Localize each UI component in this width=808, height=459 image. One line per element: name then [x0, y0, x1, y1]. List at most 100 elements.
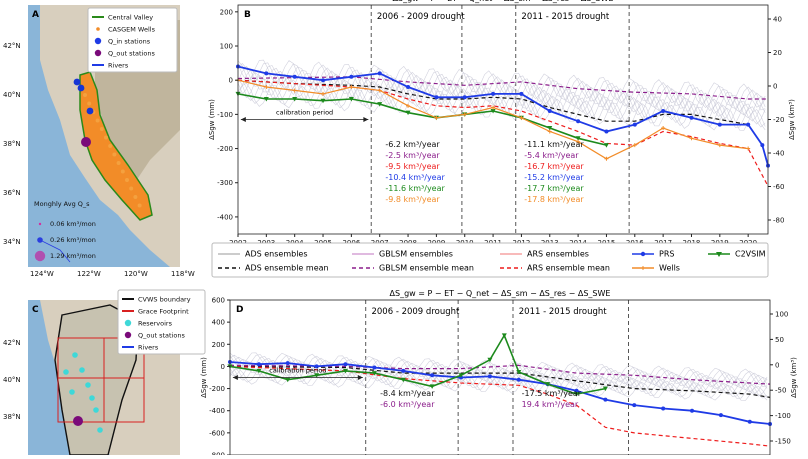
well-marker — [83, 93, 87, 97]
panel-label: C — [32, 305, 39, 315]
ensemble-member-line — [237, 77, 766, 128]
y-right-axis-label: ΔSgw (km³) — [790, 357, 798, 398]
wells-point — [576, 139, 581, 144]
lon-tick: 120°W — [124, 270, 148, 278]
lat-tick: 34°N — [3, 238, 21, 246]
well-marker — [120, 169, 125, 174]
calibration-label: calibration period — [276, 109, 333, 117]
prs-point — [747, 419, 752, 424]
legend-b: ADS ensembles ADS ensemble mean GBLSM ense… — [211, 242, 769, 278]
legend-swatch — [94, 49, 102, 57]
size-legend-swatch — [37, 237, 43, 243]
size-legend-label: 1.29 km³/mon — [50, 252, 96, 260]
prs-point — [519, 91, 524, 96]
lon-tick: 118°W — [171, 270, 195, 278]
q-in-station — [73, 78, 81, 86]
y-right-axis-label: ΔSgw (km³) — [788, 99, 796, 140]
legend-box — [87, 7, 178, 73]
c2vsim-point — [602, 386, 608, 392]
well-marker — [137, 203, 142, 208]
y-right-tick-label: -60 — [773, 183, 784, 191]
legend-c: CVWS boundary Grace Footprint Reservoirs Q_… — [117, 289, 206, 355]
c2vsim-point — [458, 373, 464, 378]
size-legend-title: Monghly Avg Q_s — [34, 200, 90, 208]
wells-point — [406, 103, 411, 108]
trend-label: -15.2 km³/year — [524, 173, 584, 182]
legend-label: ARS ensembles — [527, 250, 589, 259]
drought-annotation: 2011 - 2015 drought — [519, 307, 608, 317]
y-right-tick-label: 100 — [775, 311, 788, 319]
river-line — [39, 239, 71, 263]
y-tick-label: -600 — [209, 429, 225, 437]
well-marker — [104, 135, 108, 140]
map-panel-c: CVWS boundary Grace Footprint Reservoirs Q_… — [3, 289, 206, 456]
c2vsim-point — [314, 373, 320, 378]
c2vsim-point — [487, 357, 493, 363]
c2vsim-point — [603, 143, 609, 148]
panel-label: D — [236, 305, 243, 315]
prs-point — [604, 129, 609, 134]
prs-point — [256, 362, 261, 367]
legend-label: C2VSIM — [735, 250, 766, 259]
y-right-tick-label: 0 — [773, 83, 777, 91]
y-tick-label: -200 — [217, 145, 233, 153]
reservoir-marker — [97, 427, 103, 433]
arrow-head — [357, 375, 363, 380]
trend-label: -9.5 km³/year — [385, 162, 440, 171]
legend-label: Wells — [659, 264, 680, 273]
prs-point — [661, 406, 666, 411]
y-tick-label: -100 — [217, 111, 233, 119]
c2vsim-point — [256, 368, 262, 374]
y-right-tick-label: -20 — [773, 116, 784, 124]
chart-title: ΔS_gw = P − ET − Q_net − ΔS_sm − ΔS_res … — [393, 0, 614, 3]
prs-point — [292, 74, 297, 79]
y-axis-label: ΔSgw (mm) — [200, 357, 208, 398]
ensemble-member-line — [237, 63, 766, 113]
legend-label: GBLSM ensembles — [379, 250, 453, 259]
c2vsim-point — [292, 96, 298, 102]
lat-tick: 42°N — [3, 339, 21, 347]
arrow-head — [232, 375, 238, 380]
wells-point — [377, 88, 382, 93]
y-tick-label: -400 — [209, 407, 225, 415]
prs-point — [343, 362, 348, 367]
prs-point — [689, 115, 694, 120]
panel-label: A — [32, 10, 39, 20]
trend-label: -2.5 km³/year — [385, 151, 440, 160]
y-right-tick-label: 50 — [775, 336, 784, 344]
legend-swatch — [124, 331, 132, 339]
wells-point — [519, 115, 524, 120]
wells-point — [547, 129, 552, 134]
legend-marker — [640, 251, 646, 257]
lat-tick: 40°N — [3, 91, 21, 99]
c2vsim-point — [343, 368, 349, 374]
legend-label: Rivers — [138, 344, 159, 352]
y-tick-label: 0 — [229, 77, 233, 85]
y-tick-label: -800 — [209, 452, 225, 456]
legend-swatch — [124, 319, 132, 327]
legend-marker — [641, 266, 645, 270]
c2vsim-point — [285, 377, 291, 383]
well-marker — [129, 186, 134, 191]
ensemble-member-line — [229, 354, 768, 389]
series-line-gblsm-ensemble-mean — [237, 76, 768, 100]
drought-annotation: 2011 - 2015 drought — [521, 12, 610, 22]
map-panel-a: Central Valley CASGEM Wells Q_in stations Q… — [3, 5, 195, 278]
legend-box — [211, 242, 769, 278]
prs-point — [516, 377, 521, 382]
wells-point — [717, 143, 722, 148]
q-in-station — [86, 107, 94, 115]
size-legend-swatch — [38, 222, 42, 226]
ensemble-member-line — [237, 72, 766, 122]
lat-tick: 42°N — [3, 42, 21, 50]
prs-point — [661, 108, 666, 113]
trend-label: -11.6 km³/year — [385, 184, 445, 193]
prs-point — [576, 119, 581, 124]
legend-swatch — [94, 37, 102, 45]
trend-label: -16.7 km³/year — [524, 162, 584, 171]
legend-label: ARS ensemble mean — [527, 264, 610, 273]
well-marker — [112, 152, 117, 157]
prs-point — [632, 122, 637, 127]
legend-label: Q_out stations — [138, 332, 185, 340]
prs-point — [760, 143, 765, 148]
